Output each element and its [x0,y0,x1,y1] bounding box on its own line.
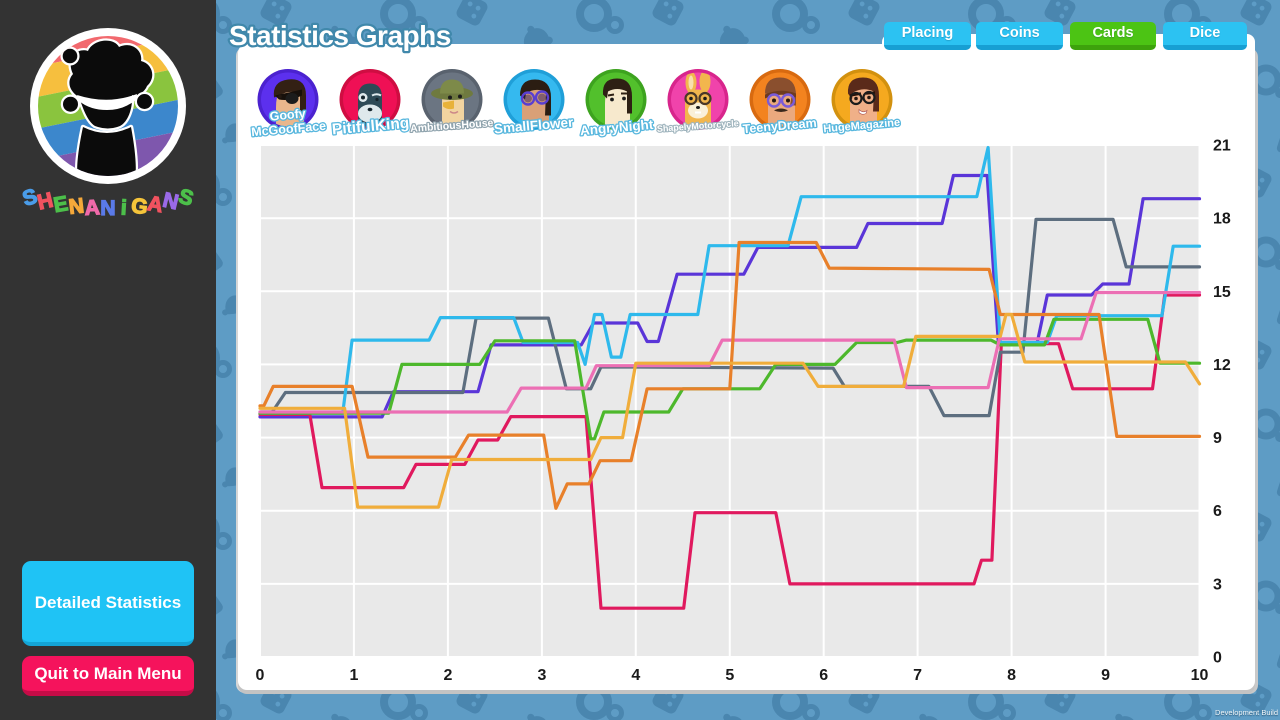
svg-text:H: H [35,189,55,215]
svg-text:N: N [100,197,115,220]
svg-text:Statistics Graphs: Statistics Graphs [229,20,451,51]
svg-text:A: A [84,196,100,220]
svg-text:6: 6 [1213,503,1222,520]
svg-text:N: N [161,189,181,215]
svg-text:HugeMagazine: HugeMagazine [823,117,901,136]
svg-text:9: 9 [1101,667,1110,684]
svg-text:N: N [68,194,86,219]
svg-text:3: 3 [1213,576,1222,593]
svg-text:TeenyDream: TeenyDream [742,116,817,136]
svg-text:S: S [176,185,196,211]
svg-text:McGoofFace: McGoofFace [251,119,327,139]
svg-text:4: 4 [631,667,640,684]
svg-text:2: 2 [443,667,452,684]
svg-text:1: 1 [349,667,358,684]
svg-text:0: 0 [1213,650,1222,667]
svg-text:A: A [146,192,165,217]
svg-text:9: 9 [1213,430,1222,447]
svg-text:0: 0 [256,667,265,684]
svg-text:3: 3 [537,667,546,684]
svg-text:8: 8 [1007,667,1016,684]
svg-text:12: 12 [1213,357,1231,374]
svg-text:i: i [120,196,127,219]
svg-text:21: 21 [1213,138,1231,155]
svg-text:18: 18 [1213,211,1231,228]
svg-text:10: 10 [1191,667,1209,684]
svg-text:E: E [52,192,70,217]
svg-text:Goofy: Goofy [269,106,306,123]
svg-text:ShapelyMotorcycle: ShapelyMotorcycle [657,118,740,134]
svg-text:PitifulKing: PitifulKing [331,115,410,139]
svg-text:15: 15 [1213,284,1231,301]
svg-text:6: 6 [819,667,828,684]
svg-text:AngryNight: AngryNight [579,117,654,138]
svg-text:AmbitiousHouse: AmbitiousHouse [410,117,494,135]
svg-text:G: G [130,194,149,219]
svg-text:SmallFlower: SmallFlower [493,115,574,137]
svg-text:7: 7 [913,667,922,684]
svg-text:5: 5 [725,667,734,684]
